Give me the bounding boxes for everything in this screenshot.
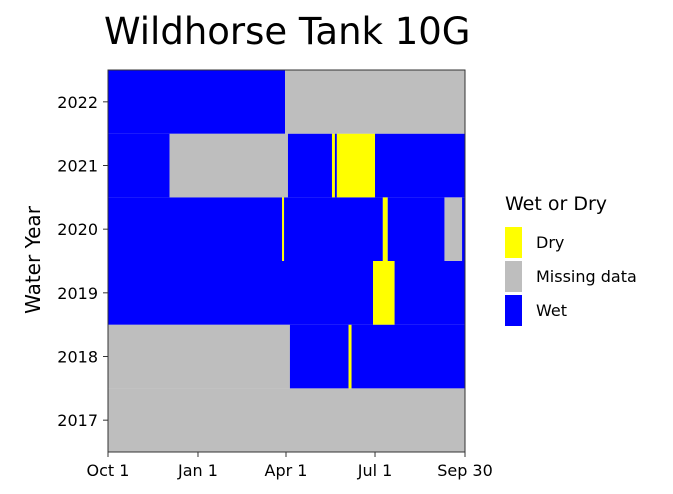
legend-label: Wet [536,300,567,320]
y-tick-label: 2019 [57,284,98,303]
heatmap-cell-2020-wet [108,197,283,261]
heatmap-cell-2020-missing-data [444,197,463,261]
heatmap-cell-2020-dry [382,197,388,261]
legend-swatch [505,294,522,326]
heatmap-cell-2019-wet [108,261,374,325]
heatmap-cell-2017-missing-data [108,388,465,452]
heatmap-cell-2020-wet [387,197,445,261]
heatmap-cell-2018-wet [289,324,349,389]
legend-swatch [505,226,522,258]
legend-item-missing-data: Missing data [505,259,637,293]
heatmap-cell-2019-wet [394,261,465,325]
y-tick-label: 2022 [57,93,98,112]
legend-title: Wet or Dry [505,193,608,215]
x-tick-label: Jul 1 [357,461,393,480]
y-tick-label: 2020 [57,220,98,239]
y-tick-label: 2021 [57,157,98,176]
legend-label: Missing data [536,266,637,286]
legend-items: Dry Missing data Wet [505,225,637,327]
legend-item-dry: Dry [505,225,637,259]
heatmap-cell-2021-dry [331,133,335,198]
heatmap-cell-2018-dry [348,324,352,389]
heatmap-cell-2018-missing-data [108,324,290,389]
heatmap-cell-2022-missing-data [285,70,465,134]
x-tick-label: Apr 1 [265,461,308,480]
heatmap-cell-2021-wet [287,133,332,198]
plot-area [107,69,466,453]
legend: Wet or Dry Dry Missing data Wet [505,193,637,327]
heatmap-cell-2021-missing-data [169,133,288,198]
heatmap-cell-2021-wet [334,133,337,198]
y-axis: 2017 2018 2019 2020 2021 2022 [57,93,108,430]
y-tick-label: 2018 [57,348,98,367]
x-tick-label: Jan 1 [177,461,218,480]
heatmap-cell-2019-dry [373,261,395,325]
legend-label: Dry [536,232,565,252]
heatmap-cell-2021-wet [108,133,170,198]
heatmap-cell-2021-dry [336,133,376,198]
heatmap-cell-2020-wet [462,197,465,261]
y-axis-title: Water Year [21,205,45,314]
y-tick-label: 2017 [57,411,98,430]
heatmap-cell-2020-dry [282,197,285,261]
legend-item-wet: Wet [505,293,637,327]
x-tick-label: Oct 1 [87,461,130,480]
x-tick-label: Sep 30 [437,461,493,480]
heatmap-cell-2021-wet [375,133,465,198]
heatmap-cell-2022-wet [108,70,286,134]
x-axis: Oct 1 Jan 1 Apr 1 Jul 1 Sep 30 [87,452,493,480]
heatmap-cell-2020-wet [284,197,383,261]
legend-swatch [505,260,522,292]
heatmap-cell-2018-wet [351,324,465,389]
chart-title: Wildhorse Tank 10G [104,10,471,53]
